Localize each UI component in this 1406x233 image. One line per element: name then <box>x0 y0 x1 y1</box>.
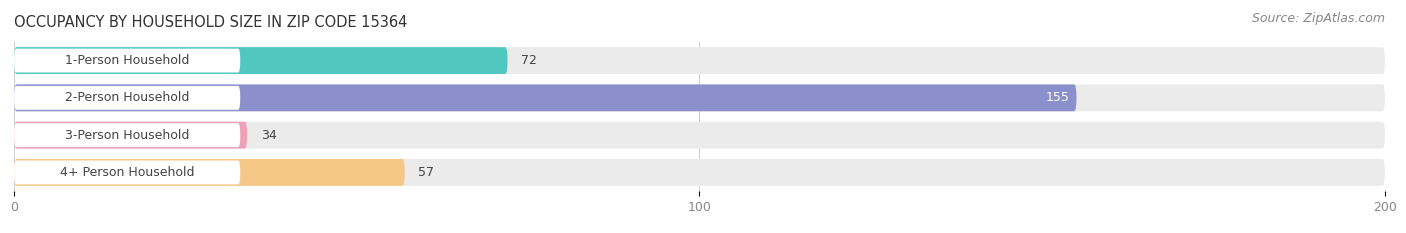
Text: 3-Person Household: 3-Person Household <box>65 129 190 142</box>
FancyBboxPatch shape <box>14 84 1077 111</box>
FancyBboxPatch shape <box>14 161 240 184</box>
FancyBboxPatch shape <box>14 49 240 72</box>
Text: 2-Person Household: 2-Person Household <box>65 91 190 104</box>
FancyBboxPatch shape <box>14 123 240 147</box>
Text: 1-Person Household: 1-Person Household <box>65 54 190 67</box>
Text: OCCUPANCY BY HOUSEHOLD SIZE IN ZIP CODE 15364: OCCUPANCY BY HOUSEHOLD SIZE IN ZIP CODE … <box>14 15 408 30</box>
Text: 34: 34 <box>262 129 277 142</box>
FancyBboxPatch shape <box>14 84 1385 111</box>
Text: Source: ZipAtlas.com: Source: ZipAtlas.com <box>1251 12 1385 25</box>
FancyBboxPatch shape <box>14 47 1385 74</box>
FancyBboxPatch shape <box>14 122 247 149</box>
Text: 4+ Person Household: 4+ Person Household <box>60 166 194 179</box>
Text: 155: 155 <box>1046 91 1070 104</box>
FancyBboxPatch shape <box>14 159 1385 186</box>
FancyBboxPatch shape <box>14 122 1385 149</box>
Text: 72: 72 <box>522 54 537 67</box>
FancyBboxPatch shape <box>14 159 405 186</box>
Text: 57: 57 <box>419 166 434 179</box>
FancyBboxPatch shape <box>14 86 240 110</box>
FancyBboxPatch shape <box>14 47 508 74</box>
